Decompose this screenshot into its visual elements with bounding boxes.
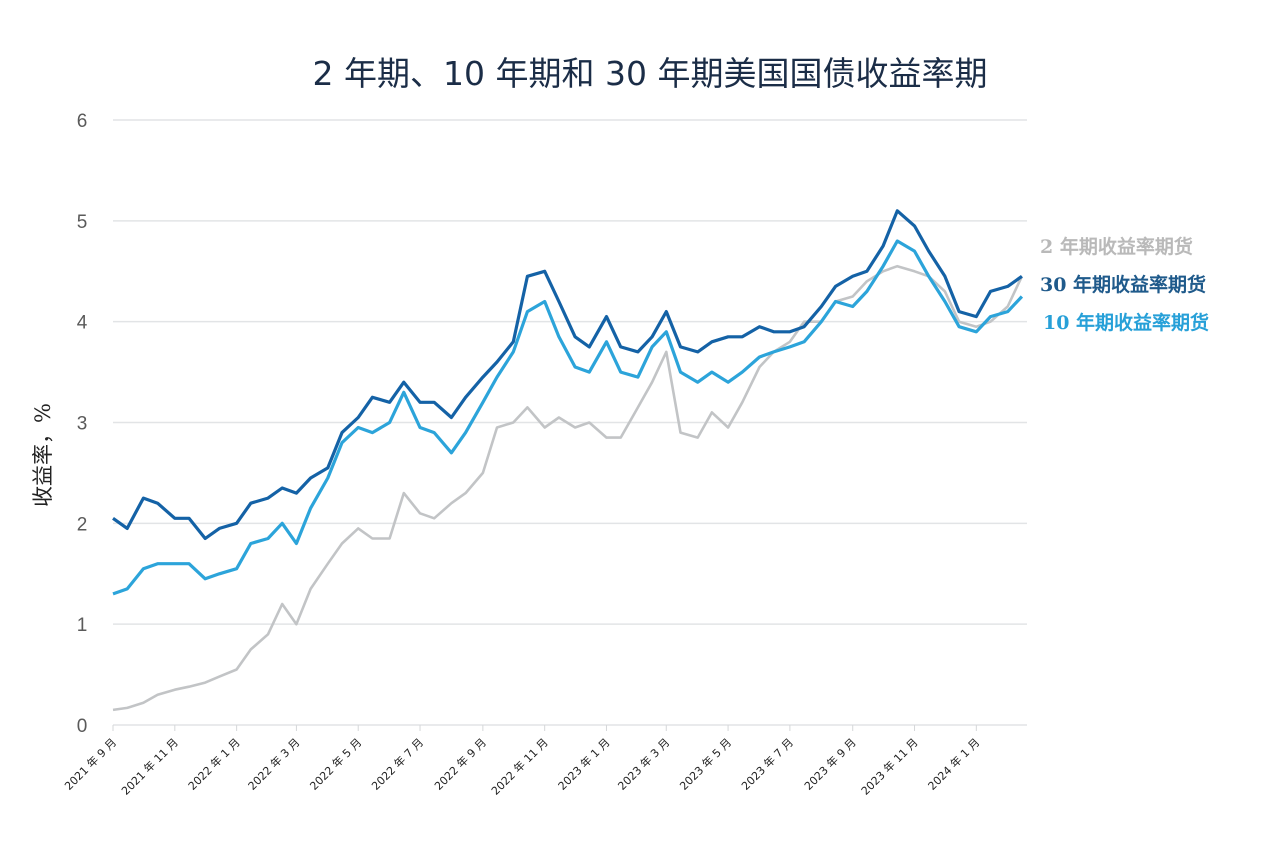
x-tick-label: 2023 年 1 月	[555, 735, 613, 793]
x-tick-label: 2022 年 7 月	[369, 735, 427, 793]
y-tick-label: 5	[77, 212, 88, 233]
legend: 2 年期收益率期货 30 年期收益率期货 10 年期收益率期货	[1040, 235, 1209, 334]
chart-title: 2 年期、10 年期和 30 年期美国国债收益率期	[313, 54, 988, 93]
series-line-0	[112, 264, 1024, 712]
x-tick-labels: 2021 年 9 月 2021 年 11 月 2022 年 1 月 2022 年 3 …	[62, 725, 983, 798]
x-tick-label: 2023 年 7 月	[738, 735, 796, 793]
y-tick-label: 6	[77, 111, 88, 132]
legend-label: 10 年期收益率期货	[1043, 311, 1209, 334]
gridlines	[113, 119, 1027, 726]
x-tick-label: 2022 年 9 月	[431, 735, 489, 793]
series-line-2	[112, 209, 1023, 541]
x-tick-label: 2023 年 9 月	[801, 735, 859, 793]
y-axis-label: 收益率，%	[31, 403, 55, 507]
y-tick-label: 0	[77, 716, 88, 737]
y-tick-label: 3	[77, 414, 88, 435]
x-tick-label: 2023 年 3 月	[615, 735, 673, 793]
x-tick-label: 2022 年 3 月	[245, 735, 303, 793]
x-tick-label: 2023 年 5 月	[677, 735, 735, 793]
y-tick-label: 2	[77, 514, 88, 535]
series-line-1	[112, 239, 1024, 596]
legend-label: 30 年期收益率期货	[1040, 273, 1206, 296]
series-lines	[112, 209, 1024, 712]
x-tick-label: 2022 年 1 月	[185, 735, 243, 793]
x-tick-label: 2022 年 5 月	[307, 735, 365, 793]
y-tick-labels: 0 1 2 3 4 5 6	[77, 111, 88, 737]
x-tick-label: 2023 年 11 月	[858, 735, 921, 798]
y-tick-label: 4	[77, 313, 88, 334]
legend-label: 2 年期收益率期货	[1040, 235, 1193, 258]
y-tick-label: 1	[77, 615, 88, 636]
x-tick-label: 2024 年 1 月	[925, 735, 983, 793]
x-tick-label: 2021 年 9 月	[62, 735, 120, 793]
x-tick-label: 2021 年 11 月	[118, 735, 181, 798]
x-tick-label: 2022 年 11 月	[488, 735, 551, 798]
